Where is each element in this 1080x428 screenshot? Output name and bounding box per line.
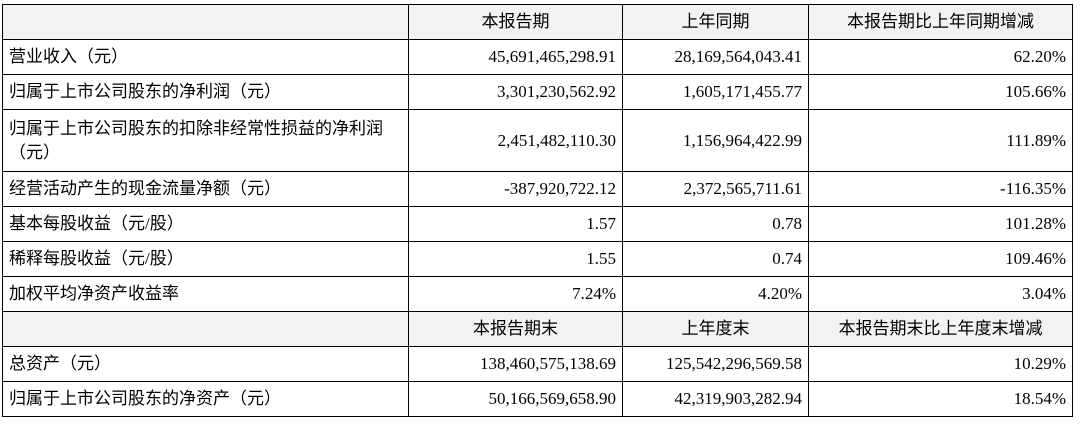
value-cell: 28,169,564,043.41 [622, 39, 809, 75]
value-cell: 2,372,565,711.61 [622, 171, 809, 207]
value-cell: 3,301,230,562.92 [408, 74, 623, 110]
value-cell: 18.54% [808, 381, 1073, 417]
value-cell: 101.28% [808, 206, 1073, 242]
row-label: 营业收入（元） [2, 39, 409, 75]
value-cell: 10.29% [808, 346, 1073, 382]
value-cell: 3.04% [808, 276, 1073, 312]
value-cell: 1.57 [408, 206, 623, 242]
row-label: 经营活动产生的现金流量净额（元） [2, 171, 409, 207]
table-body: 本报告期 上年同期 本报告期比上年同期增减 营业收入（元） 45,691,465,298… [2, 4, 1073, 417]
value-cell: 50,166,569,658.90 [408, 381, 623, 417]
financial-table: 本报告期 上年同期 本报告期比上年同期增减 营业收入（元） 45,691,465,298… [2, 4, 1073, 417]
value-cell: 45,691,465,298.91 [408, 39, 623, 75]
value-cell: 109.46% [808, 241, 1073, 277]
data-row: 营业收入（元） 45,691,465,298.91 28,169,564,043.4… [2, 39, 1073, 75]
header-cell [2, 311, 409, 347]
data-row: 基本每股收益（元/股） 1.57 0.78 101.28% [2, 206, 1073, 242]
data-row: 加权平均净资产收益率 7.24% 4.20% 3.04% [2, 276, 1073, 312]
header-cell: 上年同期 [622, 4, 809, 40]
header-cell: 本报告期比上年同期增减 [808, 4, 1073, 40]
row-label: 基本每股收益（元/股） [2, 206, 409, 242]
value-cell: 4.20% [622, 276, 809, 312]
value-cell: 1,156,964,422.99 [622, 109, 809, 172]
value-cell: 0.74 [622, 241, 809, 277]
value-cell: 42,319,903,282.94 [622, 381, 809, 417]
data-row: 经营活动产生的现金流量净额（元） -387,920,722.12 2,372,565… [2, 171, 1073, 207]
header-cell: 本报告期末 [408, 311, 623, 347]
row-label: 稀释每股收益（元/股） [2, 241, 409, 277]
row-label: 加权平均净资产收益率 [2, 276, 409, 312]
value-cell: 0.78 [622, 206, 809, 242]
header-row: 本报告期 上年同期 本报告期比上年同期增减 [2, 4, 1073, 40]
value-cell: 125,542,296,569.58 [622, 346, 809, 382]
header-row: 本报告期末 上年度末 本报告期末比上年度末增减 [2, 311, 1073, 347]
row-label: 归属于上市公司股东的净利润（元） [2, 74, 409, 110]
header-cell: 本报告期末比上年度末增减 [808, 311, 1073, 347]
value-cell: 138,460,575,138.69 [408, 346, 623, 382]
value-cell: 62.20% [808, 39, 1073, 75]
data-row: 归属于上市公司股东的净利润（元） 3,301,230,562.92 1,605,17… [2, 74, 1073, 110]
header-cell: 本报告期 [408, 4, 623, 40]
value-cell: 1,605,171,455.77 [622, 74, 809, 110]
data-row: 稀释每股收益（元/股） 1.55 0.74 109.46% [2, 241, 1073, 277]
value-cell: -116.35% [808, 171, 1073, 207]
value-cell: -387,920,722.12 [408, 171, 623, 207]
value-cell: 1.55 [408, 241, 623, 277]
value-cell: 105.66% [808, 74, 1073, 110]
value-cell: 2,451,482,110.30 [408, 109, 623, 172]
data-row: 归属于上市公司股东的净资产（元） 50,166,569,658.90 42,319,… [2, 381, 1073, 417]
value-cell: 7.24% [408, 276, 623, 312]
row-label: 总资产（元） [2, 346, 409, 382]
header-cell: 上年度末 [622, 311, 809, 347]
data-row: 归属于上市公司股东的扣除非经常性损益的净利润（元） 2,451,482,110.3… [2, 109, 1073, 172]
row-label: 归属于上市公司股东的净资产（元） [2, 381, 409, 417]
value-cell: 111.89% [808, 109, 1073, 172]
data-row: 总资产（元） 138,460,575,138.69 125,542,296,569.… [2, 346, 1073, 382]
row-label: 归属于上市公司股东的扣除非经常性损益的净利润（元） [2, 109, 409, 172]
header-cell [2, 4, 409, 40]
